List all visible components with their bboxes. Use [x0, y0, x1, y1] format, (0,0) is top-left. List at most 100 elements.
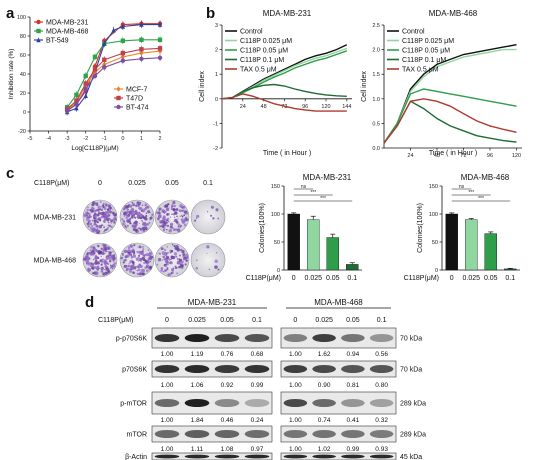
y-tick-label: 80	[20, 34, 26, 40]
bar	[465, 219, 478, 271]
colony-spot	[166, 251, 169, 254]
legend-label: C118P 0.05 μM	[240, 48, 288, 55]
colony-spot	[103, 226, 105, 229]
colony-spot	[84, 216, 86, 218]
colony-spot	[97, 210, 100, 213]
colony-dish	[119, 242, 155, 278]
protein-band	[341, 454, 365, 459]
band-quantification: 0.94	[347, 351, 360, 358]
colony-spot	[175, 228, 178, 231]
colony-spot	[128, 221, 130, 223]
colony-spot	[171, 213, 173, 215]
colony-spot	[167, 220, 170, 223]
colony-spot	[107, 263, 109, 265]
band-quantification: 1.00	[161, 382, 174, 389]
x-tick-label: 120	[321, 104, 330, 110]
significance-label: ***	[320, 196, 326, 202]
colony-spot	[112, 251, 114, 253]
colony-spot	[90, 245, 94, 249]
colony-spot	[137, 228, 139, 230]
y-tick-label: 0	[277, 268, 280, 274]
colony-spot	[142, 258, 146, 262]
legend-item: BT-474	[114, 104, 149, 111]
protein-band	[154, 430, 180, 438]
colony-spot	[163, 210, 167, 214]
data-point	[74, 98, 79, 103]
y-tick-label: 1	[215, 72, 218, 78]
colony-spot	[86, 218, 90, 222]
colony-spot	[122, 220, 126, 223]
legend-label: TAX 0.5 μM	[240, 67, 277, 74]
colony-spot	[114, 216, 116, 218]
x-tick-label: 96	[487, 153, 493, 159]
colony-spot	[149, 261, 151, 263]
colony-spot	[165, 221, 168, 224]
colony-spot	[121, 218, 124, 221]
data-point	[111, 27, 116, 33]
colony-spot	[138, 222, 141, 224]
legend-marker	[36, 28, 41, 34]
colony-spot	[206, 252, 208, 254]
colony-spot	[176, 215, 178, 218]
colony-spot	[180, 261, 184, 265]
protein-band	[184, 365, 210, 373]
colony-spot	[214, 259, 218, 263]
x-tick-label: -3	[65, 136, 70, 142]
category-label: 0.05	[326, 275, 340, 282]
colony-spot	[169, 222, 174, 227]
data-point	[120, 58, 126, 63]
colony-spot	[124, 264, 126, 267]
colony-spot	[99, 219, 102, 222]
colony-spot	[91, 204, 94, 207]
colony-spot	[96, 261, 100, 265]
x-axis-label: Time ( in Hour )	[263, 150, 311, 157]
y-tick-label: -1	[213, 121, 218, 127]
colony-spot	[126, 205, 130, 209]
protein-band	[312, 430, 336, 438]
protein-band	[312, 334, 336, 342]
colony-spot	[185, 219, 188, 222]
colony-spot	[133, 204, 135, 207]
colony-spot	[171, 269, 174, 272]
bar-chart-mda-mb-231: MDA-MB-231 0 50 100 150 Colonies(100%) 0 0.025 0…	[246, 173, 362, 282]
colony-spot	[112, 211, 115, 214]
chart-mda-mb-468: MDA-MB-468 0.0 0.5 1.0 1.5 2.0 2.5 24 48 72 96 120 T…	[361, 9, 522, 159]
legend-marker	[116, 86, 121, 92]
colony-spot	[143, 223, 148, 227]
colony-spot	[159, 220, 162, 223]
legend-item: MDA-MB-231	[34, 19, 89, 26]
protein-band	[244, 454, 270, 459]
colony-spot	[113, 221, 116, 224]
colony-spot	[142, 226, 145, 229]
protein-band	[154, 454, 180, 459]
category-label: 0.05	[484, 275, 498, 282]
colony-spot	[130, 255, 134, 259]
legend-label: C118P 0.025 μM	[240, 38, 292, 45]
protein-band	[244, 399, 270, 407]
colony-spot	[175, 220, 179, 224]
data-point	[102, 41, 107, 46]
data-point	[120, 38, 126, 43]
x-tick-label: 2	[158, 136, 161, 142]
y-tick-label: 0.5	[372, 121, 380, 127]
colony-spot	[131, 202, 134, 204]
colony-spot	[124, 225, 127, 228]
colony-spot	[156, 211, 159, 214]
colony-spot	[102, 202, 105, 205]
colony-spot	[165, 207, 170, 212]
colony-spot	[158, 207, 162, 211]
y-tick-label: 0	[23, 110, 26, 116]
y-axis-label: Cell index	[199, 71, 206, 102]
bar	[484, 233, 497, 271]
colony-spot	[171, 268, 174, 270]
colony-spot	[132, 252, 135, 256]
colony-spot	[185, 253, 189, 257]
colony-spot	[112, 260, 114, 262]
colony-spot	[134, 267, 137, 270]
colony-spot	[88, 267, 90, 269]
colony-spot	[176, 257, 178, 259]
colony-spot	[147, 249, 150, 251]
x-tick-label: 48	[261, 104, 267, 110]
colony-spot	[105, 228, 108, 231]
colony-spot	[161, 210, 164, 213]
